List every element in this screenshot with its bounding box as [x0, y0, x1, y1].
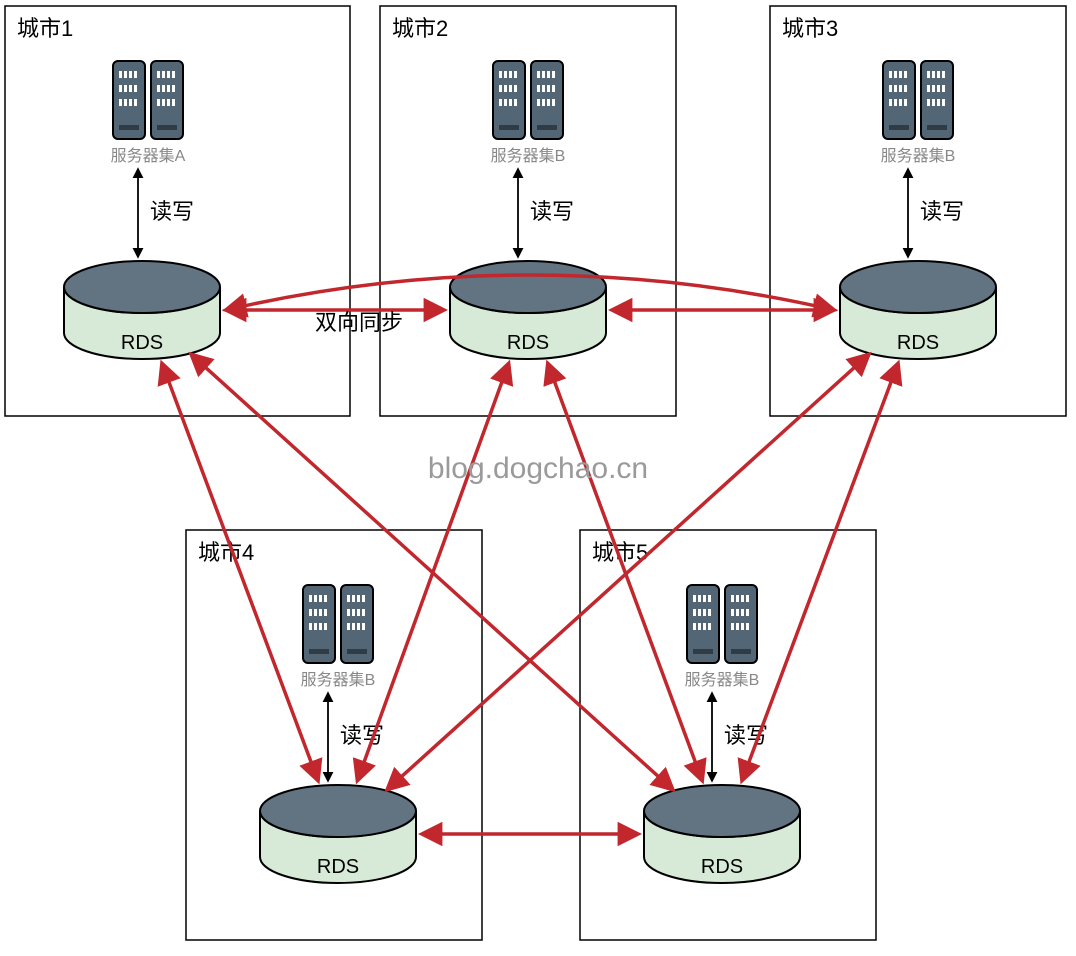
city3-label: 城市3 [782, 16, 838, 41]
city2-label: 城市2 [392, 16, 448, 41]
city1-rw-label: 读写 [150, 199, 194, 224]
city1-label: 城市1 [17, 16, 73, 41]
watermark: blog.dogchao.cn [428, 452, 648, 485]
city5-server-label: 服务器集B [685, 671, 760, 689]
city2-rds-label: RDS [507, 332, 549, 354]
city1-server-label: 服务器集A [111, 147, 186, 165]
city3: 城市3 服务器集B 读写 RDS [770, 6, 1066, 416]
city5: 城市5服务器集B读写RDS [580, 530, 876, 940]
city3-rw-label: 读写 [920, 199, 964, 224]
city3-server-label: 服务器集B [881, 147, 956, 165]
city2-server-label: 服务器集B [491, 147, 566, 165]
city1: 城市1 服务器集A 读写 RDS [5, 6, 350, 416]
city3-rds-label: RDS [897, 332, 939, 354]
city4-label: 城市4 [198, 540, 254, 565]
city2-rw-label: 读写 [530, 199, 574, 224]
city2: 城市2 服务器集B 读写 RDS [380, 6, 676, 416]
city4-server-label: 服务器集B [301, 671, 376, 689]
sync-label: 双向同步 [315, 310, 403, 335]
city1-rds-label: RDS [121, 332, 163, 354]
city4-rds-label: RDS [317, 856, 359, 878]
city4: 城市4服务器集B读写RDS [186, 530, 482, 940]
city5-rds-label: RDS [701, 856, 743, 878]
